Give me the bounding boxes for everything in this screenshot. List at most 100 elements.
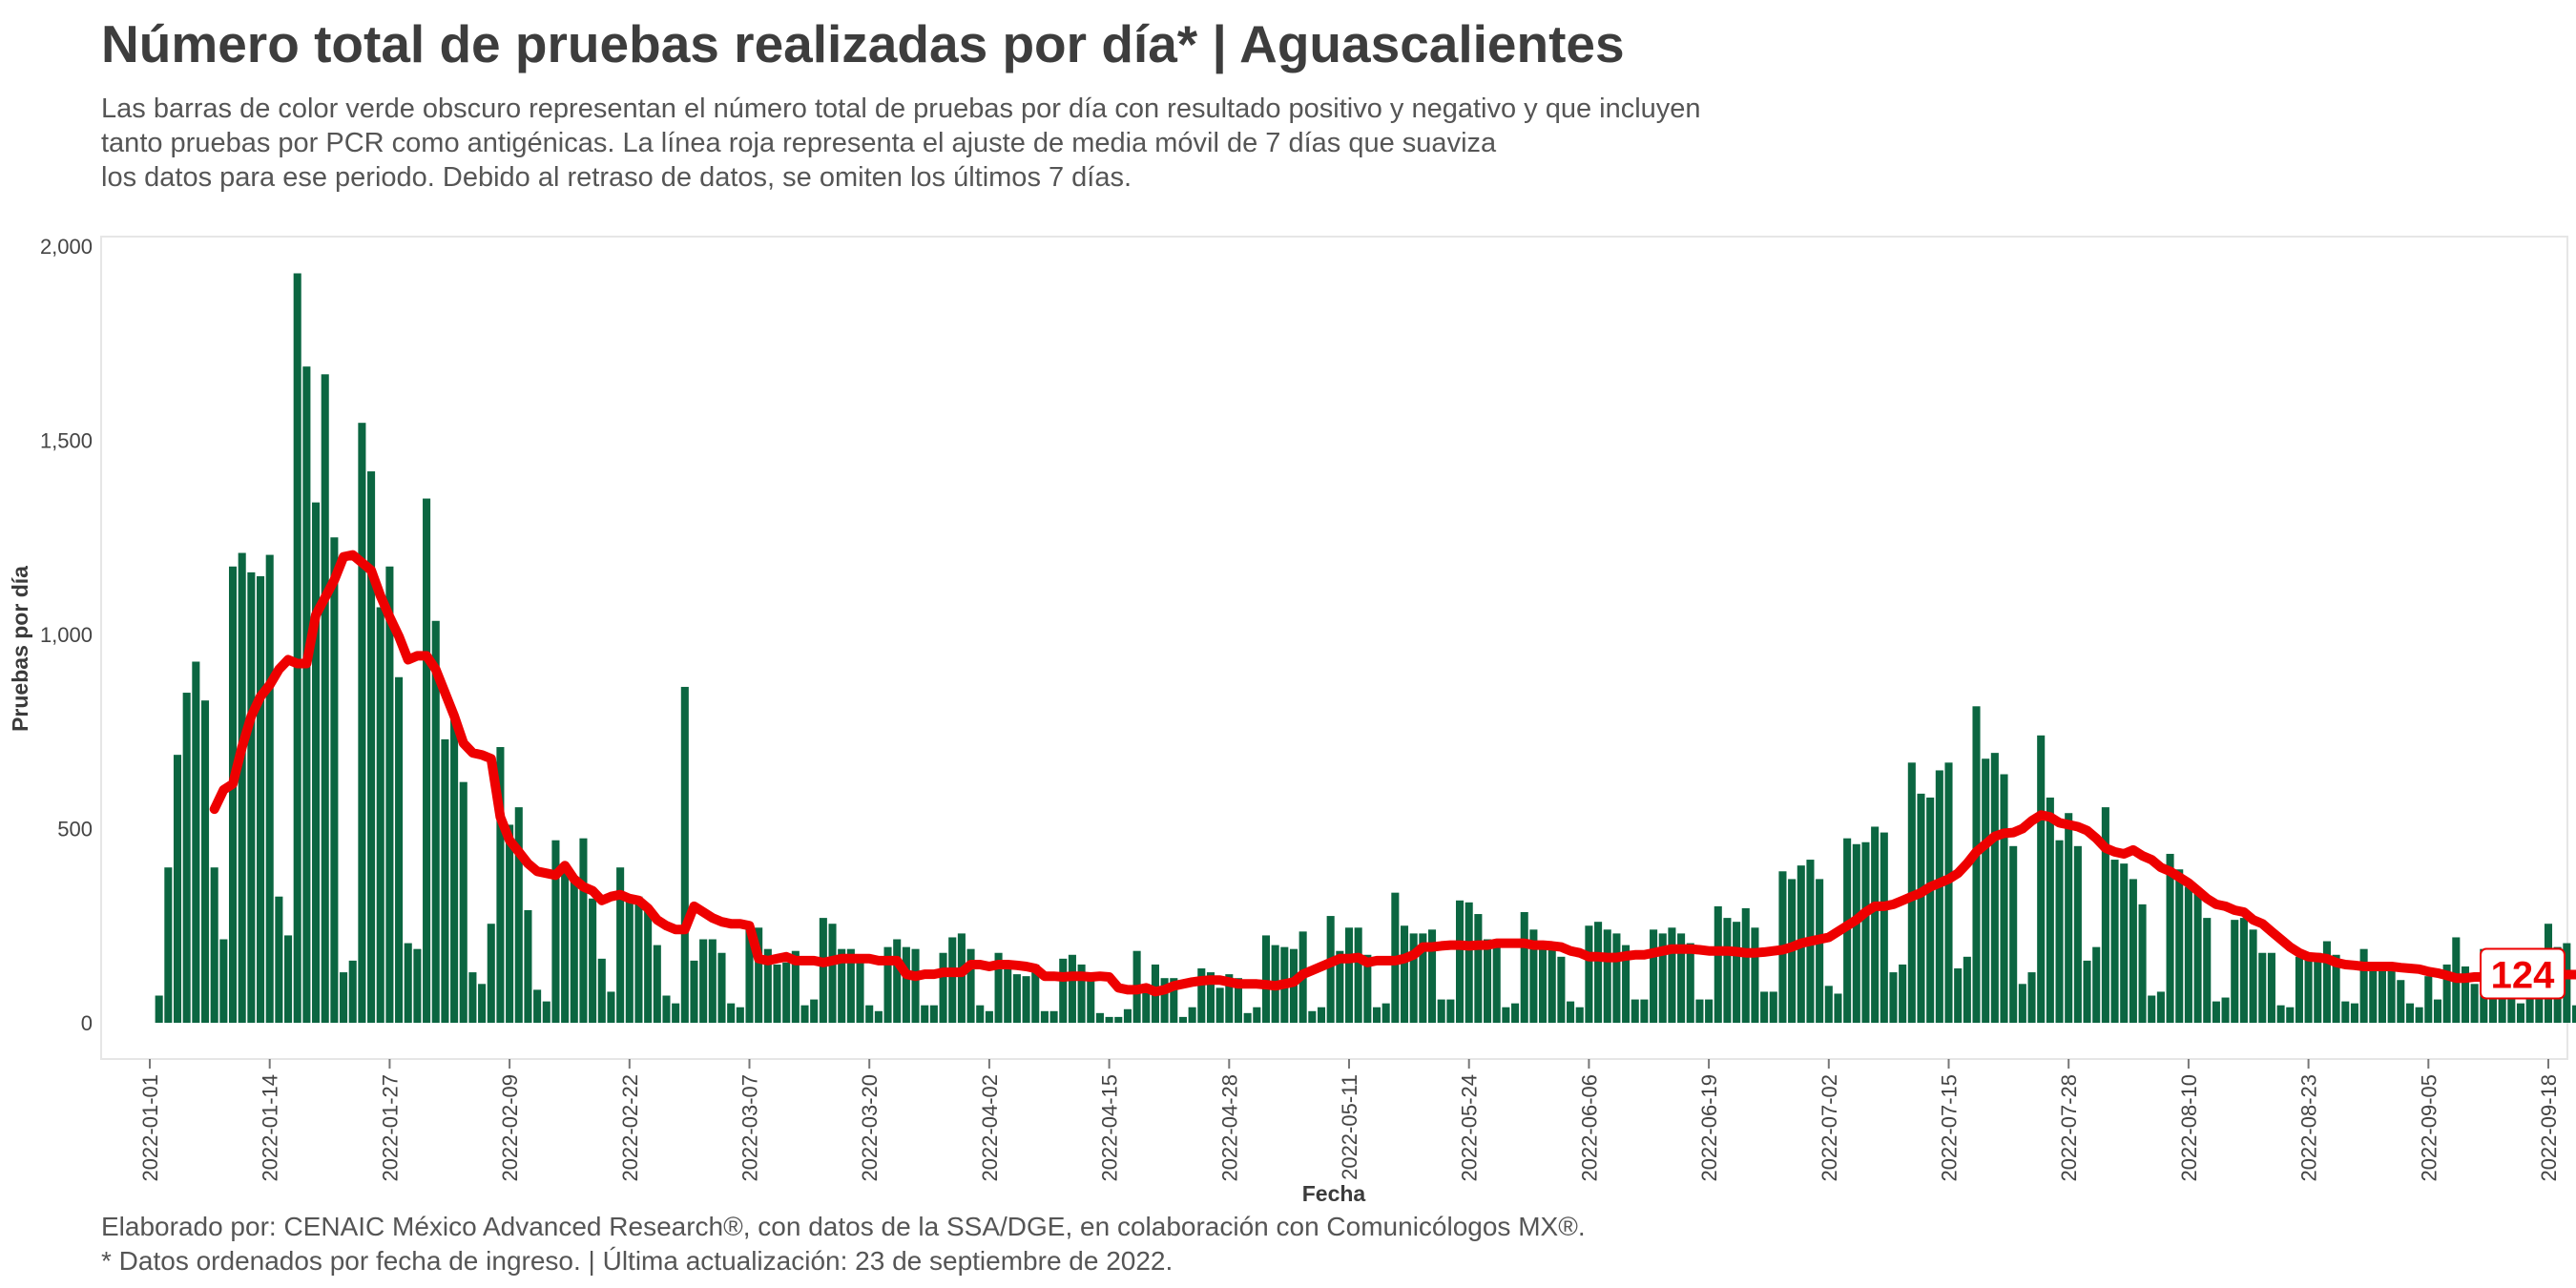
bar	[173, 755, 182, 1023]
bar	[957, 933, 966, 1023]
bar	[2203, 918, 2212, 1023]
x-tick-label: 2022-04-15	[1098, 1074, 1122, 1182]
bar	[1871, 826, 1880, 1023]
bar	[210, 867, 218, 1023]
bar	[763, 948, 772, 1023]
bar	[810, 999, 819, 1023]
bar	[2286, 1007, 2295, 1023]
bar	[2120, 863, 2129, 1023]
bar	[2258, 952, 2267, 1023]
bar	[2442, 964, 2451, 1023]
bar	[883, 946, 892, 1023]
bar	[2276, 1005, 2285, 1023]
x-tick-label: 2022-08-23	[2297, 1074, 2321, 1182]
bar	[680, 686, 689, 1023]
bar	[1049, 1010, 1058, 1023]
bar	[2470, 984, 2479, 1023]
bar	[708, 939, 717, 1023]
chart-title: Número total de pruebas realizadas por d…	[101, 14, 1625, 73]
bar	[1344, 927, 1354, 1023]
bar	[690, 960, 698, 1023]
x-tick-label: 2022-02-09	[498, 1074, 522, 1182]
bar	[1548, 948, 1556, 1023]
bar	[1982, 758, 1990, 1023]
bar	[496, 747, 505, 1023]
bar	[358, 423, 366, 1023]
bar	[2027, 972, 2036, 1023]
x-tick-label: 2022-01-01	[138, 1074, 162, 1182]
bar	[782, 962, 791, 1023]
bar	[2433, 999, 2442, 1023]
bar	[2046, 797, 2054, 1023]
bar	[1529, 929, 1538, 1023]
bar	[1926, 797, 1935, 1023]
bar	[1160, 978, 1169, 1023]
bar	[1824, 986, 1833, 1023]
bar	[2129, 879, 2137, 1023]
bar	[1197, 968, 1206, 1023]
bar	[2239, 918, 2248, 1023]
bar	[2332, 954, 2340, 1023]
bar	[800, 1005, 809, 1023]
bar	[865, 1005, 874, 1023]
x-tick-label: 2022-05-11	[1338, 1074, 1361, 1180]
subtitle-line-2: tanto pruebas por PCR como antigénicas. …	[101, 128, 1497, 158]
bar	[478, 984, 487, 1023]
bar	[2083, 960, 2091, 1023]
bar	[902, 946, 910, 1023]
chart-subtitle: Las barras de color verde obscuro repres…	[101, 92, 1962, 195]
bar	[542, 1001, 551, 1023]
bar	[2341, 1001, 2350, 1023]
bar	[1567, 1001, 1575, 1023]
bar	[2138, 904, 2147, 1023]
bar	[1225, 974, 1234, 1023]
bar	[312, 502, 321, 1023]
bar	[2397, 980, 2405, 1023]
bar	[1899, 964, 1907, 1023]
bar	[616, 867, 625, 1023]
bar	[1852, 843, 1860, 1023]
bar	[385, 566, 394, 1023]
bar	[275, 896, 283, 1023]
bar	[1575, 1007, 1584, 1023]
bar	[1409, 933, 1418, 1023]
last-value-label-box	[2480, 947, 2566, 1000]
x-tick-label: 2022-04-28	[1217, 1074, 1241, 1182]
bar	[2295, 956, 2303, 1023]
y-axis: 0 500 1,000 1,500 2,000	[40, 235, 93, 1035]
x-tick-label: 2022-07-28	[2057, 1074, 2081, 1182]
bar	[321, 374, 329, 1023]
bar	[2148, 995, 2156, 1023]
bar	[874, 1010, 883, 1023]
bar	[1253, 1007, 1261, 1023]
caption-line-1: Elaborado por: CENAIC México Advanced Re…	[101, 1212, 1586, 1241]
bar	[1769, 991, 1777, 1023]
bar	[1170, 978, 1178, 1023]
bar	[1585, 925, 1593, 1023]
bar	[1751, 927, 1759, 1023]
bar	[1087, 976, 1095, 1023]
bar	[1816, 879, 1824, 1023]
bar	[2101, 807, 2109, 1023]
bar	[653, 945, 661, 1023]
bar	[570, 877, 578, 1023]
bar	[1520, 912, 1528, 1023]
bar	[662, 995, 671, 1023]
y-tick-label: 1,500	[40, 429, 93, 453]
x-tick-label: 2022-09-05	[2417, 1074, 2441, 1182]
bar	[450, 719, 459, 1023]
bar	[2212, 1001, 2220, 1023]
bar	[597, 958, 606, 1023]
bar	[1455, 900, 1465, 1023]
bar	[1686, 943, 1694, 1023]
bar	[265, 554, 274, 1023]
bar	[1142, 984, 1151, 1023]
bar	[1400, 925, 1409, 1023]
bar	[2405, 1003, 2414, 1023]
bar	[1123, 1008, 1132, 1023]
bar	[2221, 997, 2230, 1023]
bar	[2065, 813, 2073, 1023]
y-tick-label: 0	[81, 1011, 93, 1035]
x-axis: 2022-01-01 2022-01-14 2022-01-27 2022-02-09…	[138, 1059, 2561, 1182]
bar	[238, 552, 246, 1023]
